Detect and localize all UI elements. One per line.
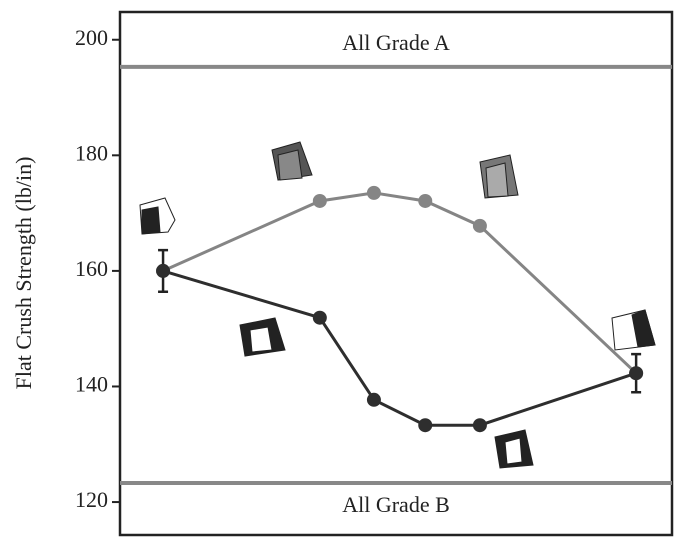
y-tick-label: 200 — [75, 25, 108, 50]
data-point — [367, 186, 381, 200]
y-tick-label: 160 — [75, 256, 108, 281]
y-axis-label: Flat Crush Strength (lb/in) — [11, 157, 36, 390]
data-point — [313, 311, 327, 325]
data-point — [367, 393, 381, 407]
y-tick-label: 120 — [75, 487, 108, 512]
data-point — [473, 418, 487, 432]
data-point — [418, 418, 432, 432]
data-point — [473, 219, 487, 233]
reference-label: All Grade A — [342, 30, 450, 55]
series-line — [163, 193, 636, 373]
series-line — [163, 271, 636, 425]
y-tick-label: 180 — [75, 140, 108, 165]
icons — [140, 142, 655, 468]
data-point — [629, 366, 643, 380]
plot-frame — [120, 12, 672, 535]
data-point — [156, 264, 170, 278]
reference-label: All Grade B — [342, 492, 450, 517]
data-point — [313, 194, 327, 208]
chart: Flat Crush Strength (lb/in) 120 140 160 180… — [0, 0, 684, 538]
y-tick-label: 140 — [75, 372, 108, 397]
data-point — [418, 194, 432, 208]
